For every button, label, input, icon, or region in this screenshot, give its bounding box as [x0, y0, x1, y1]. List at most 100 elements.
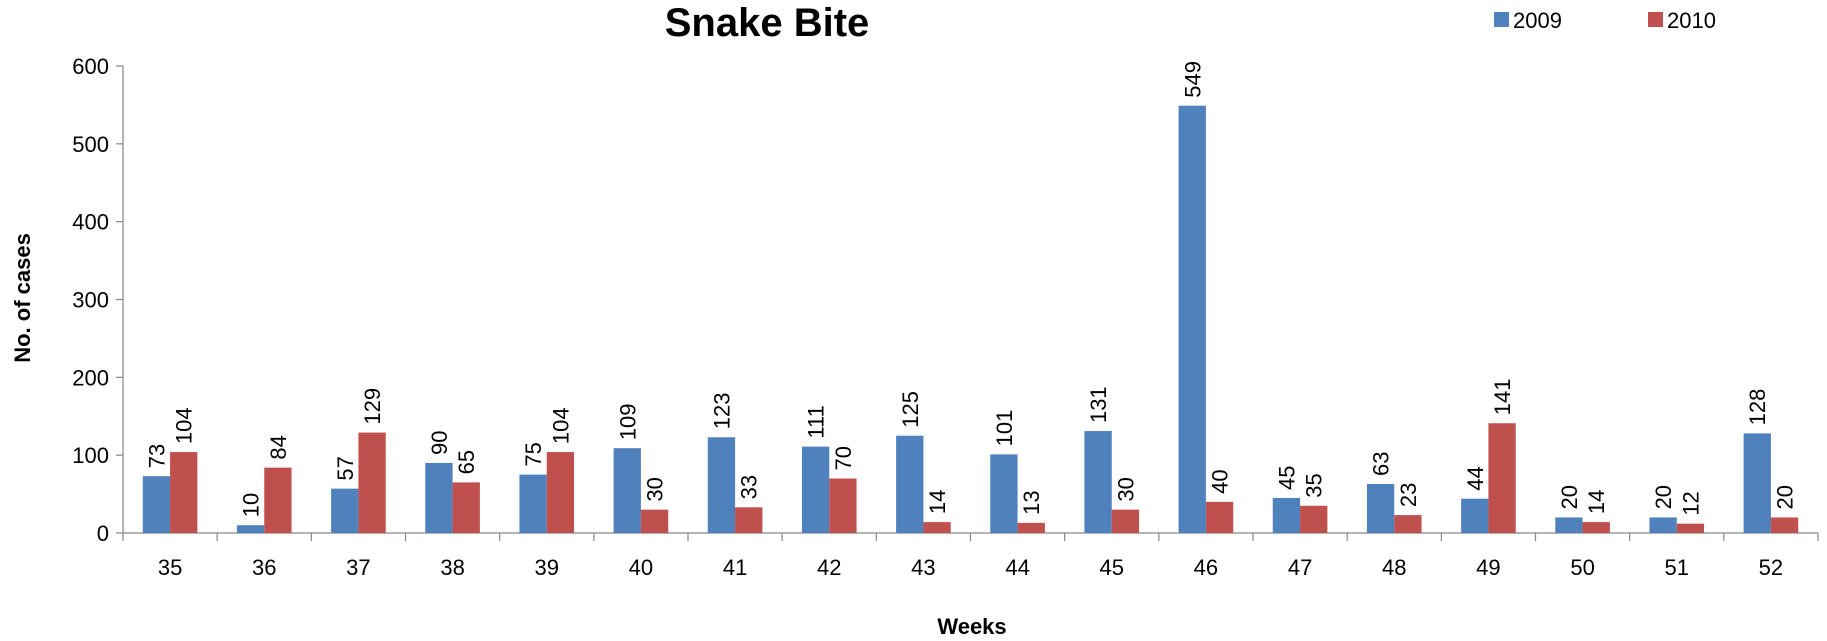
- x-tick-label: 38: [440, 555, 464, 580]
- bar-2010-week-40: [640, 509, 669, 533]
- data-label: 111: [804, 405, 829, 438]
- bar-2010-week-41: [735, 507, 763, 533]
- x-tick-label: 50: [1570, 555, 1594, 580]
- y-tick-label: 300: [72, 288, 109, 313]
- data-label: 35: [1302, 473, 1327, 497]
- bar-2009-week-42: [801, 446, 830, 533]
- data-label: 57: [333, 456, 358, 480]
- x-axis-title: Weeks: [937, 614, 1006, 639]
- legend-swatch-2010: [1648, 12, 1663, 27]
- data-label: 123: [709, 393, 734, 430]
- bar-2009-week-36: [236, 525, 265, 533]
- bar-2009-week-35: [142, 476, 171, 533]
- data-label: 141: [1490, 379, 1515, 416]
- bar-2009-week-47: [1272, 497, 1301, 533]
- bar-2010-week-49: [1488, 423, 1516, 533]
- axes: 0 100 200 300 400 500 600 35 36 37 38 39 40 41 42 43 44 4…: [72, 54, 1819, 580]
- data-label: 10: [239, 493, 264, 517]
- data-label: 131: [1086, 386, 1111, 423]
- bar-2010-week-52: [1770, 517, 1799, 533]
- bar-2010-week-46: [1205, 501, 1234, 533]
- x-tick-label: 44: [1005, 555, 1029, 580]
- data-label: 20: [1557, 485, 1582, 509]
- y-tick-label: 400: [72, 210, 109, 235]
- data-label: 63: [1369, 451, 1394, 475]
- x-tick-label: 48: [1382, 555, 1406, 580]
- data-labels: 73 10 57 90 75 109 123 111 125 101 131 549 45 63 44 20 2…: [144, 61, 1797, 517]
- data-label: 90: [427, 430, 452, 454]
- bar-2009-week-45: [1084, 431, 1112, 533]
- x-tick-label: 49: [1476, 555, 1500, 580]
- data-label: 65: [454, 450, 479, 474]
- data-label: 20: [1773, 485, 1798, 509]
- y-tick-label: 500: [72, 132, 109, 157]
- x-tick-label: 35: [158, 555, 182, 580]
- bar-2010-week-47: [1300, 505, 1328, 533]
- data-label: 549: [1180, 61, 1205, 98]
- data-label: 30: [1113, 477, 1138, 501]
- data-label: 14: [925, 490, 950, 514]
- data-label: 30: [643, 477, 668, 501]
- y-tick-label: 0: [97, 521, 109, 546]
- bar-2009-week-41: [707, 437, 736, 533]
- legend-label-2010: 2010: [1667, 8, 1716, 33]
- data-label: 75: [521, 442, 546, 466]
- data-label: 104: [548, 407, 573, 444]
- data-label: 14: [1584, 490, 1609, 514]
- data-label: 84: [266, 435, 291, 459]
- data-label: 73: [144, 444, 169, 468]
- bar-2010-week-42: [829, 478, 857, 533]
- bar-2009-week-51: [1649, 517, 1677, 533]
- bar-2010-week-39: [546, 452, 575, 533]
- data-label: 12: [1678, 491, 1703, 515]
- chart-title: Snake Bite: [665, 1, 870, 45]
- data-label: 128: [1745, 389, 1770, 426]
- bar-2009-week-46: [1178, 105, 1206, 533]
- bar-2010-week-37: [358, 432, 386, 533]
- bar-2009-week-52: [1743, 433, 1771, 533]
- bar-2010-week-50: [1582, 522, 1610, 533]
- y-axis-title: No. of cases: [10, 233, 35, 363]
- bar-2010-week-45: [1111, 509, 1140, 533]
- data-label: 101: [992, 410, 1017, 447]
- bar-2009-week-40: [613, 448, 641, 533]
- bar-2009-week-43: [896, 435, 924, 533]
- bar-2010-week-36: [264, 467, 292, 533]
- legend-label-2009: 2009: [1513, 8, 1562, 33]
- data-label: 129: [360, 388, 385, 425]
- y-tick-label: 200: [72, 365, 109, 390]
- bar-2009-week-39: [519, 474, 547, 533]
- x-tick-label: 39: [535, 555, 559, 580]
- data-label: 104: [172, 407, 197, 444]
- bar-2009-week-49: [1461, 498, 1489, 533]
- bar-2009-week-37: [331, 488, 359, 533]
- y-tick-label: 100: [72, 443, 109, 468]
- x-tick-label: 41: [723, 555, 747, 580]
- x-tick-label: 52: [1759, 555, 1783, 580]
- bar-2009-week-38: [425, 462, 453, 533]
- data-label: 109: [615, 403, 640, 440]
- bar-2010-week-51: [1676, 523, 1705, 533]
- legend: 2009 2010: [1494, 8, 1716, 33]
- bar-2009-week-50: [1555, 517, 1583, 533]
- data-label: 125: [898, 391, 923, 428]
- data-label: 13: [1019, 490, 1044, 514]
- bar-2010-week-48: [1394, 515, 1422, 533]
- legend-swatch-2009: [1494, 12, 1509, 27]
- x-tick-label: 45: [1100, 555, 1124, 580]
- data-label: 44: [1463, 466, 1488, 490]
- data-label: 23: [1396, 483, 1421, 507]
- bars: [142, 105, 1799, 533]
- x-tick-label: 46: [1194, 555, 1218, 580]
- x-tick-label: 47: [1288, 555, 1312, 580]
- data-label: 20: [1651, 485, 1676, 509]
- y-tick-label: 600: [72, 54, 109, 79]
- bar-2010-week-43: [923, 522, 951, 533]
- x-tick-label: 51: [1665, 555, 1689, 580]
- x-tick-label: 40: [629, 555, 653, 580]
- x-tick-label: 43: [911, 555, 935, 580]
- data-label: 45: [1274, 465, 1299, 489]
- data-label: 40: [1208, 469, 1233, 493]
- bar-2009-week-44: [990, 454, 1018, 533]
